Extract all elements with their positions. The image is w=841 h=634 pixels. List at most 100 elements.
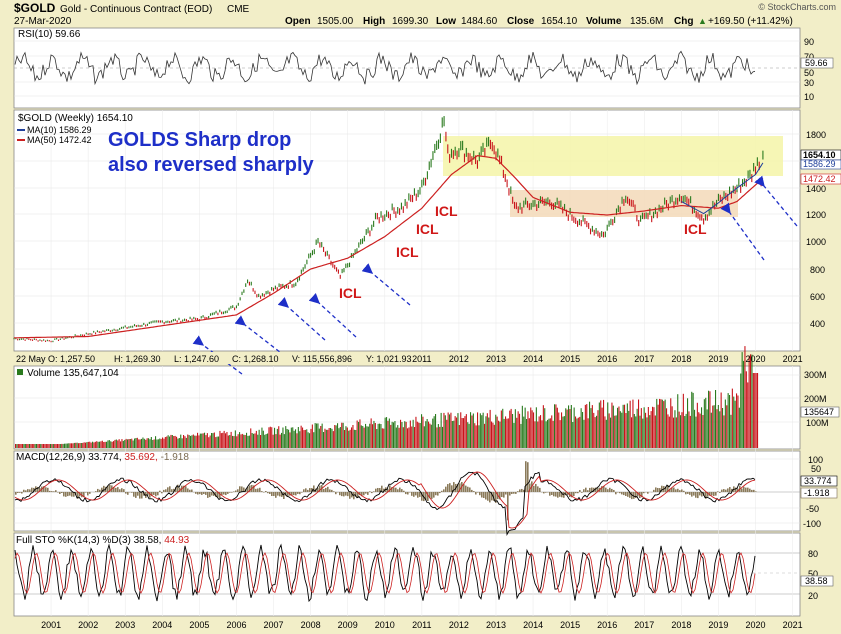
volume-bar <box>69 443 71 448</box>
x-axis-year-label: 2002 <box>78 620 98 630</box>
volume-bar <box>87 441 89 448</box>
macd-histogram-bar <box>127 492 129 495</box>
volume-bar <box>603 399 605 448</box>
volume-bar <box>674 410 676 448</box>
macd-lines <box>14 461 757 536</box>
volume-bar <box>54 444 56 448</box>
volume-bar <box>555 404 557 448</box>
volume-bar <box>321 423 323 448</box>
volume-bar <box>499 421 501 448</box>
open-value: 1505.00 <box>317 16 354 27</box>
macd-histogram-bar <box>623 492 625 496</box>
macd-histogram-bar <box>63 492 65 497</box>
volume-bar <box>127 439 129 448</box>
volume-bar <box>451 421 453 448</box>
macd-histogram-bar <box>597 487 599 493</box>
macd-histogram-bar <box>585 487 587 492</box>
volume-bar <box>405 421 407 448</box>
macd-histogram-bar <box>185 486 187 493</box>
volume-bar <box>184 436 186 448</box>
volume-bar <box>261 427 263 448</box>
volume-bar <box>444 415 446 448</box>
volume-bar <box>593 412 595 448</box>
volume-bar <box>433 416 435 448</box>
sto-d-line <box>14 552 756 594</box>
volume-bar <box>377 423 379 448</box>
volume-bar <box>75 442 77 448</box>
volume-bar <box>414 427 416 448</box>
volume-bar <box>535 407 537 448</box>
macd-histogram-bar <box>493 492 495 501</box>
volume-bar <box>486 413 488 448</box>
volume-bar <box>612 405 614 448</box>
volume-bar <box>682 393 684 448</box>
macd-histogram-bar <box>507 492 509 521</box>
macd-histogram-bar <box>549 492 551 496</box>
volume-bar <box>191 435 193 448</box>
volume-bar <box>745 371 747 448</box>
volume-bar <box>663 401 665 448</box>
macd-histogram-bar <box>467 486 469 492</box>
macd-histogram-bar <box>403 490 405 493</box>
x-axis-year-label: 2017 <box>634 354 654 364</box>
volume-bar <box>293 430 295 448</box>
volume-bar <box>642 418 644 448</box>
volume-bar <box>324 428 326 448</box>
volume-bar <box>589 401 591 448</box>
volume-label: Volume <box>586 16 622 27</box>
macd-histogram-bar <box>719 492 721 493</box>
volume-bar <box>82 442 84 448</box>
volume-bar <box>485 416 487 448</box>
volume-bar <box>437 424 439 448</box>
macd-histogram-bar <box>361 492 363 497</box>
macd-histogram-bar <box>139 492 141 499</box>
volume-bar <box>635 416 637 448</box>
volume-legend: Volume 135,647,104 <box>17 368 119 379</box>
volume-bar <box>201 433 203 448</box>
bar-info-close: C: 1,268.10 <box>232 354 279 364</box>
macd-histogram-bar <box>725 489 727 492</box>
x-axis-year-label: 2017 <box>634 620 654 630</box>
macd-histogram-bar <box>265 491 267 493</box>
volume-bar <box>345 426 347 448</box>
sto-badge-text: 38.58 <box>805 576 828 586</box>
volume-bar <box>737 395 739 448</box>
macd-histogram-bar <box>101 487 103 492</box>
macd-histogram-bar <box>477 492 479 493</box>
x-axis-year-label: 2010 <box>375 620 395 630</box>
volume-bar <box>195 435 197 448</box>
macd-histogram-bar <box>347 492 349 497</box>
macd-histogram-bar <box>421 492 423 501</box>
macd-histogram-bar <box>701 492 703 497</box>
volume-bar <box>691 391 693 448</box>
macd-histogram-bar <box>369 491 371 493</box>
volume-bar <box>303 430 305 448</box>
macd-histogram-bar <box>65 492 67 497</box>
volume-bar <box>533 412 535 448</box>
volume-bar <box>458 425 460 448</box>
volume-bar <box>713 405 715 448</box>
volume-bar <box>376 429 378 448</box>
macd-histogram-bar <box>741 488 743 492</box>
macd-histogram-bar <box>535 483 537 492</box>
volume-bar <box>652 406 654 448</box>
volume-bar <box>314 423 316 448</box>
volume-bar <box>169 436 171 448</box>
volume-bar <box>712 405 714 448</box>
price-series <box>13 116 764 343</box>
cycle-low-arrows <box>192 175 798 375</box>
x-axis-year-label: 2006 <box>226 620 246 630</box>
bar-info-volume: V: 115,556,896 <box>292 354 352 364</box>
volume-bar <box>152 440 154 448</box>
volume-bar <box>390 424 392 448</box>
volume-bar <box>107 440 109 448</box>
volume-bar <box>671 406 673 448</box>
volume-legend-text: Volume 135,647,104 <box>27 368 119 379</box>
macd-histogram-bar <box>187 488 189 493</box>
macd-histogram-bar <box>87 492 89 496</box>
volume-bar <box>507 418 509 448</box>
volume-bar <box>66 443 68 448</box>
volume-tick: 100M <box>806 418 829 428</box>
macd-histogram-bar <box>383 488 385 492</box>
volume-bar <box>16 444 18 448</box>
